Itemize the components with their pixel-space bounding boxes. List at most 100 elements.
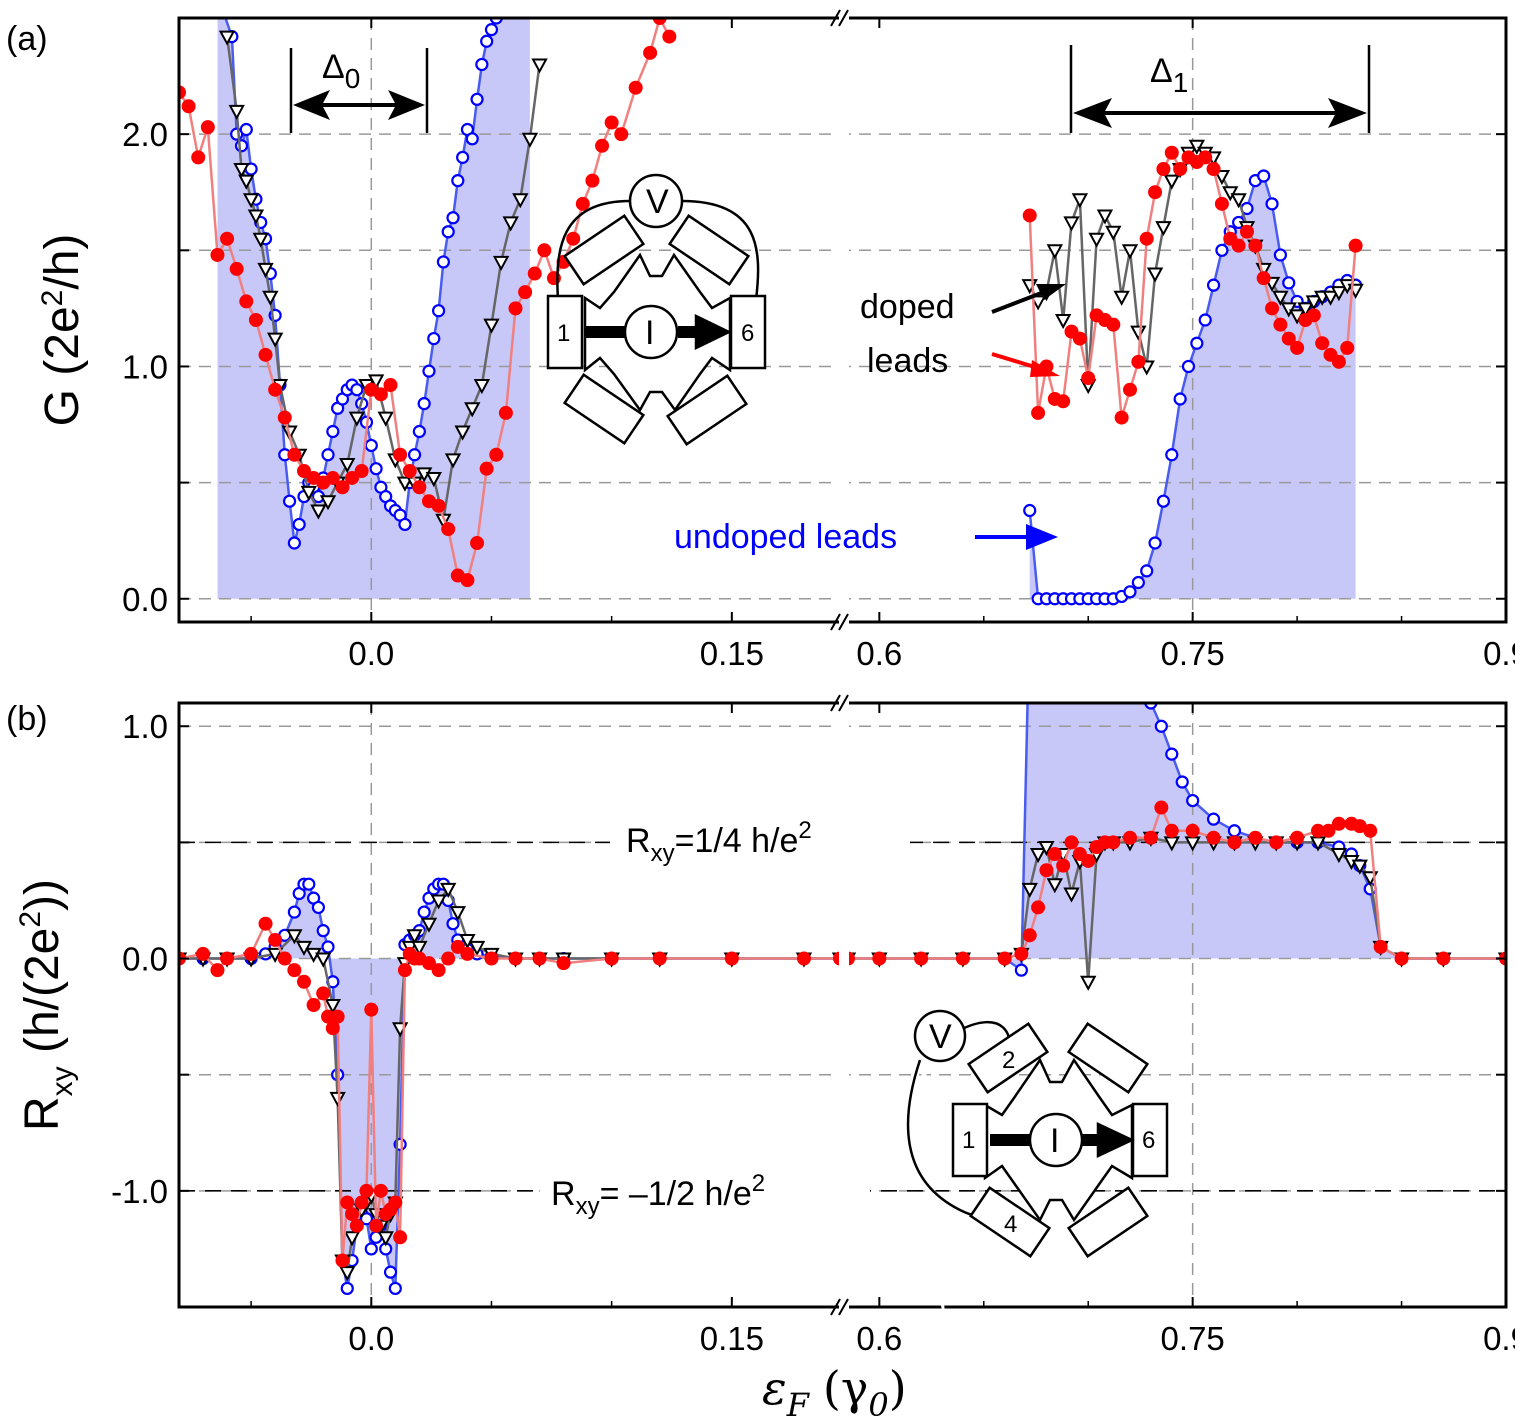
- data-point: [287, 536, 301, 550]
- data-point: [1154, 800, 1169, 815]
- undoped-label: undoped leads: [674, 518, 897, 556]
- data-point: [1140, 564, 1154, 578]
- data-point: [339, 1266, 356, 1282]
- data-point: [470, 536, 485, 551]
- data-point: [1281, 331, 1296, 346]
- data-point: [997, 951, 1012, 966]
- data-point: [1352, 819, 1367, 834]
- data-point: [1348, 238, 1363, 253]
- data-point: [396, 476, 414, 492]
- inset-a-current-arrow: [694, 314, 732, 350]
- data-point: [181, 99, 196, 114]
- data-point: [277, 410, 292, 425]
- data-point: [397, 963, 412, 978]
- data-point: [325, 470, 340, 485]
- data-point: [1039, 863, 1054, 878]
- data-point: [1185, 823, 1200, 838]
- data-point: [1330, 286, 1348, 302]
- data-point: [354, 464, 369, 478]
- data-point: [321, 448, 335, 462]
- data-point: [1227, 835, 1242, 850]
- data-point: [1213, 169, 1231, 186]
- axis-break-mark: [838, 694, 849, 712]
- data-point: [302, 877, 316, 891]
- data-point: [330, 1009, 345, 1024]
- data-point: [1154, 719, 1168, 733]
- data-point: [643, 45, 658, 60]
- inset-b-lead-1: [951, 1102, 989, 1178]
- data-point: [359, 1212, 374, 1226]
- data-point: [1105, 225, 1122, 241]
- data-point: [496, 1, 507, 12]
- data-point: [479, 461, 494, 476]
- xtick-label: 0.75: [1161, 635, 1225, 672]
- xtick-label: 0.9: [1483, 635, 1515, 672]
- data-point: [955, 951, 970, 966]
- data-point: [296, 974, 311, 989]
- doped-arrow-black-head: [1036, 284, 1066, 300]
- data-point: [1130, 325, 1147, 341]
- data-point: [464, 402, 481, 418]
- data-point: [242, 193, 260, 209]
- delta1-label: Δ1: [1150, 52, 1188, 98]
- data-point: [1269, 835, 1284, 850]
- data-point: [1021, 882, 1038, 898]
- inset-b-voltmeter: [913, 1009, 967, 1063]
- data-point: [1373, 939, 1388, 954]
- data-point: [388, 1281, 402, 1296]
- data-point: [1198, 313, 1212, 327]
- data-point: [1321, 823, 1336, 838]
- data-point: [1088, 232, 1105, 248]
- data-point: [1273, 248, 1288, 262]
- data-point: [1214, 196, 1229, 211]
- data-point: [417, 905, 431, 919]
- data-point: [1227, 824, 1242, 838]
- data-point: [364, 1002, 379, 1017]
- data-point: [508, 951, 523, 966]
- inset-a-wire-left: [556, 199, 631, 301]
- delta0-annotation: Δ0: [289, 48, 429, 133]
- data-point: [1033, 605, 1044, 616]
- inset-b-lead-6-label: 6: [1142, 1127, 1155, 1154]
- delta1-annotation: Δ1: [1069, 45, 1371, 133]
- data-point: [311, 900, 326, 915]
- data-point: [398, 517, 412, 532]
- xtick-label: 0.0: [348, 1320, 394, 1357]
- delta0-arrow-left-head: [293, 90, 330, 120]
- data-point: [430, 894, 447, 910]
- doped-arrow-red-head: [1030, 360, 1060, 377]
- axis-break-mark: [830, 9, 841, 27]
- data-point: [354, 1195, 369, 1210]
- data-point: [1046, 244, 1063, 260]
- data-point: [277, 951, 292, 966]
- axis-break-mark: [830, 1298, 841, 1316]
- data-point: [1248, 830, 1263, 845]
- data-point: [1198, 150, 1213, 165]
- data-point: [262, 290, 279, 306]
- data-point: [343, 1231, 361, 1247]
- data-point: [407, 448, 422, 462]
- data-point: [652, 18, 667, 25]
- data-point: [1315, 336, 1330, 351]
- panel-b: -1.0 0.0 1.0 0.0 0.15 0.6 0.75 0.9 (b) Rxy (h/(…: [6, 605, 1515, 1423]
- panel-b-left-area-fill: [179, 884, 840, 1289]
- inset-a-wire-right: [681, 199, 760, 301]
- data-point: [498, 405, 513, 420]
- ytick-label: 1.0: [122, 708, 168, 745]
- data-point: [460, 946, 475, 961]
- data-point: [1351, 859, 1368, 875]
- ytick-label: 1.0: [122, 348, 168, 385]
- inset-a-lead-bottom-left: [562, 373, 646, 445]
- data-point: [1022, 928, 1037, 943]
- data-point: [1206, 162, 1221, 176]
- data-point: [1029, 848, 1047, 864]
- inset-a-lead-top-left: [562, 214, 646, 286]
- axis-break-mark: [838, 9, 849, 27]
- data-point: [1272, 290, 1289, 306]
- data-point: [286, 929, 303, 945]
- data-point: [1230, 193, 1247, 209]
- data-point: [412, 424, 426, 439]
- data-point: [329, 1091, 346, 1108]
- data-point: [1206, 812, 1221, 826]
